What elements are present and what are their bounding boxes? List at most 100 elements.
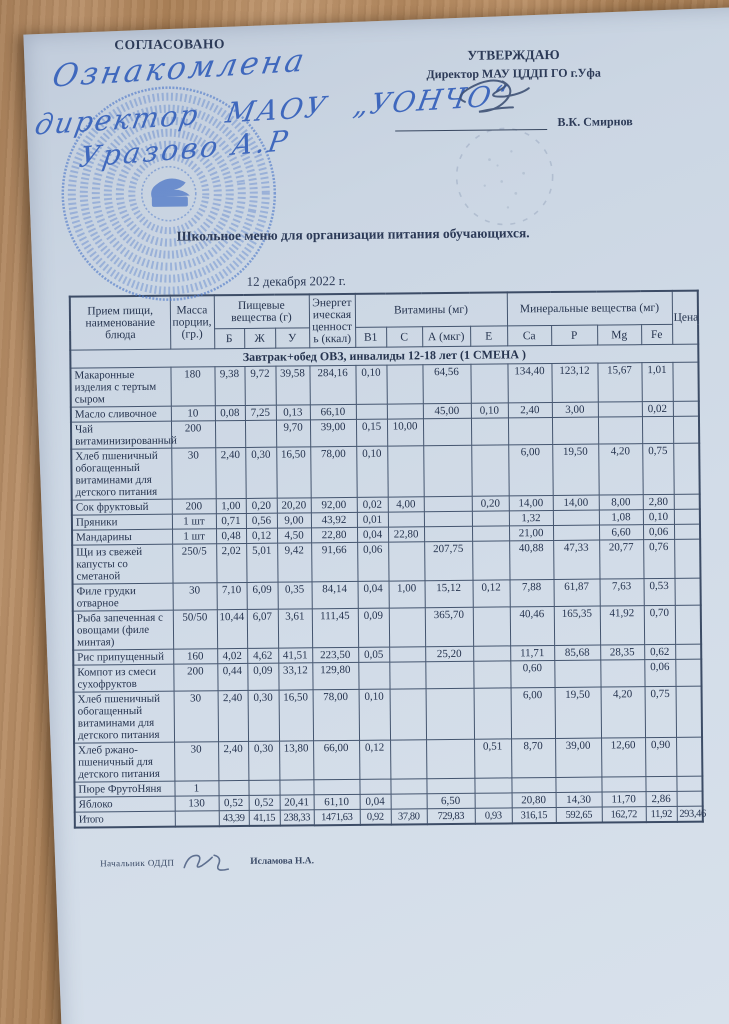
value-cell: 293,46 bbox=[676, 806, 706, 822]
value-cell bbox=[386, 364, 423, 405]
value-cell bbox=[425, 688, 475, 740]
value-cell bbox=[553, 525, 600, 541]
value-cell: 9,00 bbox=[276, 512, 312, 529]
table-row: Макаронные изделия с тертым сыром 180 9,38… bbox=[70, 362, 699, 408]
value-cell bbox=[355, 404, 387, 420]
dish-name-cell: Рыба запеченная с овощами (филе минтая) bbox=[72, 610, 174, 651]
value-cell bbox=[672, 401, 699, 417]
value-cell: 16,50 bbox=[278, 689, 314, 742]
value-cell bbox=[511, 777, 556, 793]
value-cell: 7,63 bbox=[599, 578, 644, 607]
value-cell: 20,80 bbox=[511, 792, 556, 808]
value-cell: 2,02 bbox=[216, 543, 247, 583]
footer-label: Начальник ОДДП bbox=[100, 857, 175, 869]
value-cell: 0,10 bbox=[358, 689, 391, 741]
value-cell bbox=[358, 662, 390, 690]
value-cell: 1,01 bbox=[641, 362, 673, 402]
value-cell: 0,70 bbox=[643, 605, 676, 645]
col-header-c: С bbox=[386, 327, 423, 348]
value-cell: 19,50 bbox=[552, 444, 599, 496]
value-cell: 7,88 bbox=[509, 579, 554, 607]
value-cell: 0,13 bbox=[275, 404, 310, 421]
value-cell bbox=[672, 416, 700, 444]
value-cell bbox=[507, 417, 553, 445]
value-cell bbox=[471, 444, 509, 497]
value-cell bbox=[676, 737, 703, 777]
value-cell bbox=[422, 418, 472, 446]
value-cell: 0,10 bbox=[355, 365, 387, 405]
value-cell: 0,20 bbox=[471, 495, 509, 512]
value-cell: 0,06 bbox=[644, 659, 676, 687]
value-cell: 66,10 bbox=[309, 404, 356, 420]
value-cell: 84,14 bbox=[311, 581, 358, 609]
value-cell: 1 шт bbox=[172, 528, 217, 545]
dish-name-cell: Хлеб пшеничный обогащенный витаминами дл… bbox=[73, 691, 175, 744]
value-cell: 39,58 bbox=[275, 365, 310, 406]
approve-name: В.К. Смирнов bbox=[557, 114, 633, 129]
value-cell bbox=[423, 511, 473, 527]
value-cell: 200 bbox=[173, 663, 218, 692]
value-cell: 6,09 bbox=[246, 582, 278, 610]
value-cell: 162,72 bbox=[601, 806, 646, 823]
value-cell bbox=[388, 607, 426, 648]
value-cell: 7,25 bbox=[244, 405, 276, 421]
value-cell: 30 bbox=[173, 690, 219, 743]
value-cell: 25,20 bbox=[425, 646, 474, 662]
menu-table-body: Завтрак+обед ОВЗ, инвалиды 12-18 лет (1 … bbox=[70, 344, 706, 828]
value-cell: 91,66 bbox=[311, 542, 358, 582]
value-cell: 0,56 bbox=[245, 513, 278, 529]
value-cell: 223,50 bbox=[312, 647, 359, 663]
value-cell bbox=[675, 644, 702, 660]
value-cell: 250/5 bbox=[172, 543, 217, 584]
value-cell bbox=[424, 526, 473, 542]
value-cell: 11,71 bbox=[510, 645, 555, 661]
value-cell: 41,92 bbox=[599, 605, 645, 646]
value-cell bbox=[389, 646, 426, 663]
value-cell: 14,00 bbox=[508, 495, 553, 511]
value-cell bbox=[426, 739, 475, 779]
value-cell: 0,04 bbox=[357, 581, 389, 609]
value-cell: 0,09 bbox=[357, 608, 390, 648]
value-cell: 6,00 bbox=[510, 687, 556, 739]
value-cell: 0,06 bbox=[357, 542, 389, 582]
value-cell: 0,10 bbox=[642, 509, 675, 525]
value-cell: 0,09 bbox=[247, 663, 279, 691]
value-cell: 0,52 bbox=[218, 795, 249, 811]
value-cell: 180 bbox=[170, 366, 215, 407]
value-cell: 1 шт bbox=[171, 513, 217, 530]
value-cell: 92,00 bbox=[310, 497, 357, 513]
value-cell bbox=[673, 509, 701, 525]
value-cell: 40,88 bbox=[509, 540, 554, 580]
value-cell bbox=[645, 776, 677, 792]
value-cell bbox=[473, 687, 512, 740]
value-cell: 592,65 bbox=[555, 807, 602, 823]
col-header-a: А (мкг) bbox=[422, 326, 471, 347]
value-cell: 200 bbox=[170, 420, 216, 449]
value-cell: 0,05 bbox=[358, 647, 390, 663]
value-cell: 41,51 bbox=[278, 647, 313, 664]
value-cell: 37,80 bbox=[390, 808, 427, 825]
value-cell bbox=[597, 416, 643, 445]
value-cell: 0,10 bbox=[356, 446, 388, 498]
value-cell bbox=[244, 420, 277, 448]
dish-name-cell: Яблоко bbox=[74, 796, 175, 813]
value-cell bbox=[387, 511, 425, 528]
value-cell bbox=[248, 780, 280, 796]
value-cell bbox=[473, 645, 511, 662]
value-cell: 10 bbox=[170, 405, 215, 422]
value-cell: 40,46 bbox=[509, 606, 555, 646]
value-cell: 2,40 bbox=[217, 690, 249, 742]
value-cell bbox=[423, 496, 472, 512]
col-group-vitamins: Витамины (мг) bbox=[354, 292, 508, 328]
value-cell bbox=[673, 494, 700, 510]
value-cell: 4,20 bbox=[598, 443, 643, 496]
value-cell: 0,01 bbox=[356, 512, 389, 528]
value-cell bbox=[472, 525, 510, 542]
value-cell: 43,39 bbox=[218, 810, 249, 827]
dish-name-cell: Мандарины bbox=[72, 529, 173, 546]
value-cell: 0,90 bbox=[645, 737, 677, 777]
value-cell: 4,50 bbox=[277, 527, 312, 544]
dish-name-cell: Пюре ФрутоНяня bbox=[74, 781, 175, 798]
faint-stamp bbox=[455, 127, 554, 226]
